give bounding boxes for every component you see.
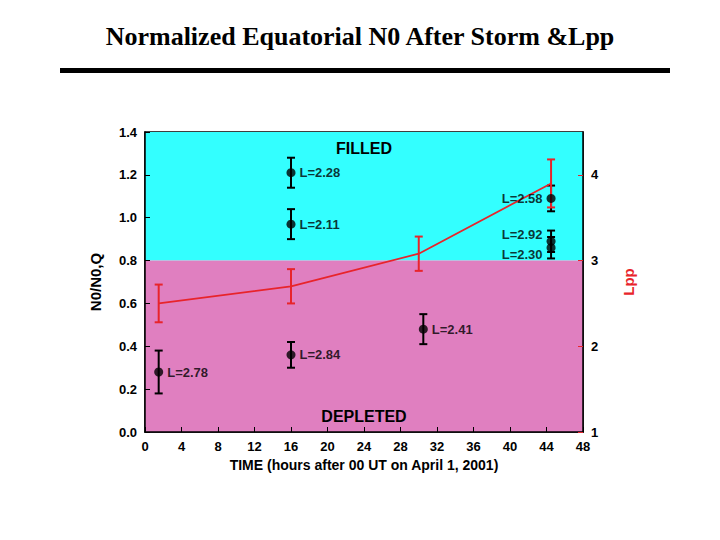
- svg-text:28: 28: [393, 439, 407, 454]
- svg-text:4: 4: [591, 167, 599, 182]
- svg-text:1.0: 1.0: [119, 210, 137, 225]
- svg-text:0: 0: [141, 439, 148, 454]
- svg-text:N0/N0,Q: N0/N0,Q: [87, 252, 104, 311]
- svg-text:1.4: 1.4: [119, 125, 138, 140]
- svg-text:2: 2: [591, 339, 598, 354]
- svg-text:L=2.78: L=2.78: [167, 365, 208, 380]
- svg-text:L=2.92: L=2.92: [502, 227, 543, 242]
- svg-text:36: 36: [466, 439, 480, 454]
- svg-text:12: 12: [247, 439, 261, 454]
- svg-text:4: 4: [178, 439, 186, 454]
- svg-text:TIME (hours after 00 UT on Apr: TIME (hours after 00 UT on April 1, 2001…: [230, 457, 499, 473]
- svg-text:DEPLETED: DEPLETED: [321, 408, 406, 425]
- svg-text:L=2.11: L=2.11: [300, 217, 340, 232]
- svg-text:0.8: 0.8: [119, 253, 137, 268]
- svg-text:L=2.30: L=2.30: [502, 247, 543, 262]
- svg-text:L=2.41: L=2.41: [432, 322, 473, 337]
- svg-text:Lpp: Lpp: [620, 268, 637, 296]
- svg-text:44: 44: [539, 439, 554, 454]
- svg-text:3: 3: [591, 253, 598, 268]
- svg-text:Normalized Equatorial N0 After: Normalized Equatorial N0 After Storm &Lp…: [106, 22, 615, 51]
- svg-text:8: 8: [214, 439, 221, 454]
- svg-text:1: 1: [591, 425, 598, 440]
- svg-text:16: 16: [284, 439, 298, 454]
- svg-text:0.2: 0.2: [119, 382, 137, 397]
- svg-text:L=2.84: L=2.84: [300, 347, 342, 362]
- svg-text:40: 40: [503, 439, 517, 454]
- svg-text:0.6: 0.6: [119, 296, 137, 311]
- svg-text:20: 20: [320, 439, 334, 454]
- svg-text:48: 48: [576, 439, 590, 454]
- svg-text:0.0: 0.0: [119, 425, 137, 440]
- svg-text:L=2.28: L=2.28: [300, 165, 341, 180]
- svg-text:FILLED: FILLED: [336, 140, 392, 157]
- svg-text:24: 24: [357, 439, 372, 454]
- svg-text:32: 32: [430, 439, 444, 454]
- svg-text:L=2.58: L=2.58: [502, 191, 543, 206]
- svg-text:1.2: 1.2: [119, 167, 137, 182]
- svg-text:0.4: 0.4: [119, 339, 138, 354]
